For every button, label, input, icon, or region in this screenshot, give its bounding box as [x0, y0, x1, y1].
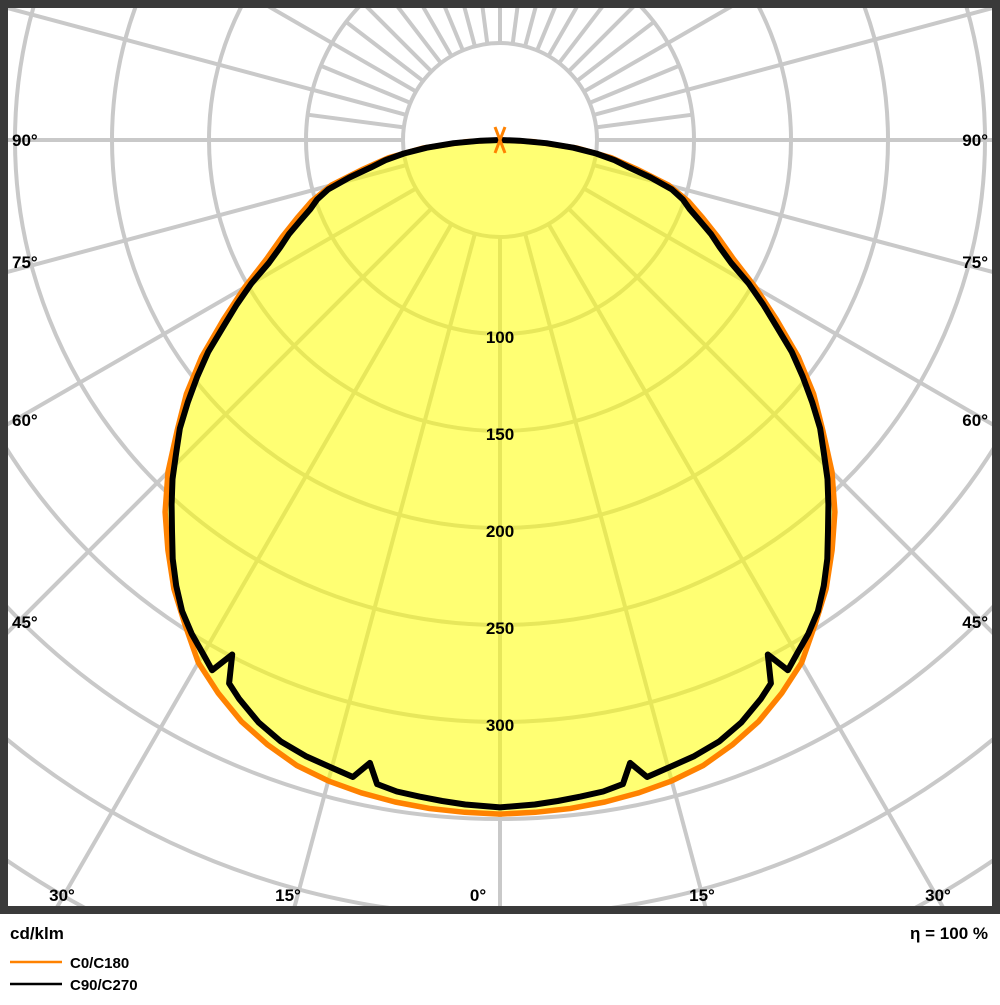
angle-label-left: 60°	[12, 411, 38, 430]
radial-tick-label: 100	[486, 328, 514, 347]
angle-label-right: 90°	[962, 131, 988, 150]
efficiency-label: η = 100 %	[910, 924, 988, 943]
radial-tick-label: 300	[486, 716, 514, 735]
angle-label-left: 75°	[12, 253, 38, 272]
units-label: cd/klm	[10, 924, 64, 943]
radial-tick-label: 200	[486, 522, 514, 541]
legend-label: C90/C270	[70, 977, 138, 994]
radial-tick-label: 150	[486, 425, 514, 444]
angle-label-bottom: 15°	[275, 886, 301, 905]
radial-tick-label: 250	[486, 619, 514, 638]
angle-label-left: 90°	[12, 131, 38, 150]
angle-label-bottom: 30°	[925, 886, 951, 905]
legend-label: C0/C180	[70, 955, 129, 972]
angle-label-bottom: 0°	[470, 886, 486, 905]
angle-label-right: 75°	[962, 253, 988, 272]
angle-label-left: 45°	[12, 613, 38, 632]
angle-label-right: 60°	[962, 411, 988, 430]
angle-label-bottom: 15°	[689, 886, 715, 905]
angle-label-bottom: 30°	[49, 886, 75, 905]
angle-label-right: 45°	[962, 613, 988, 632]
